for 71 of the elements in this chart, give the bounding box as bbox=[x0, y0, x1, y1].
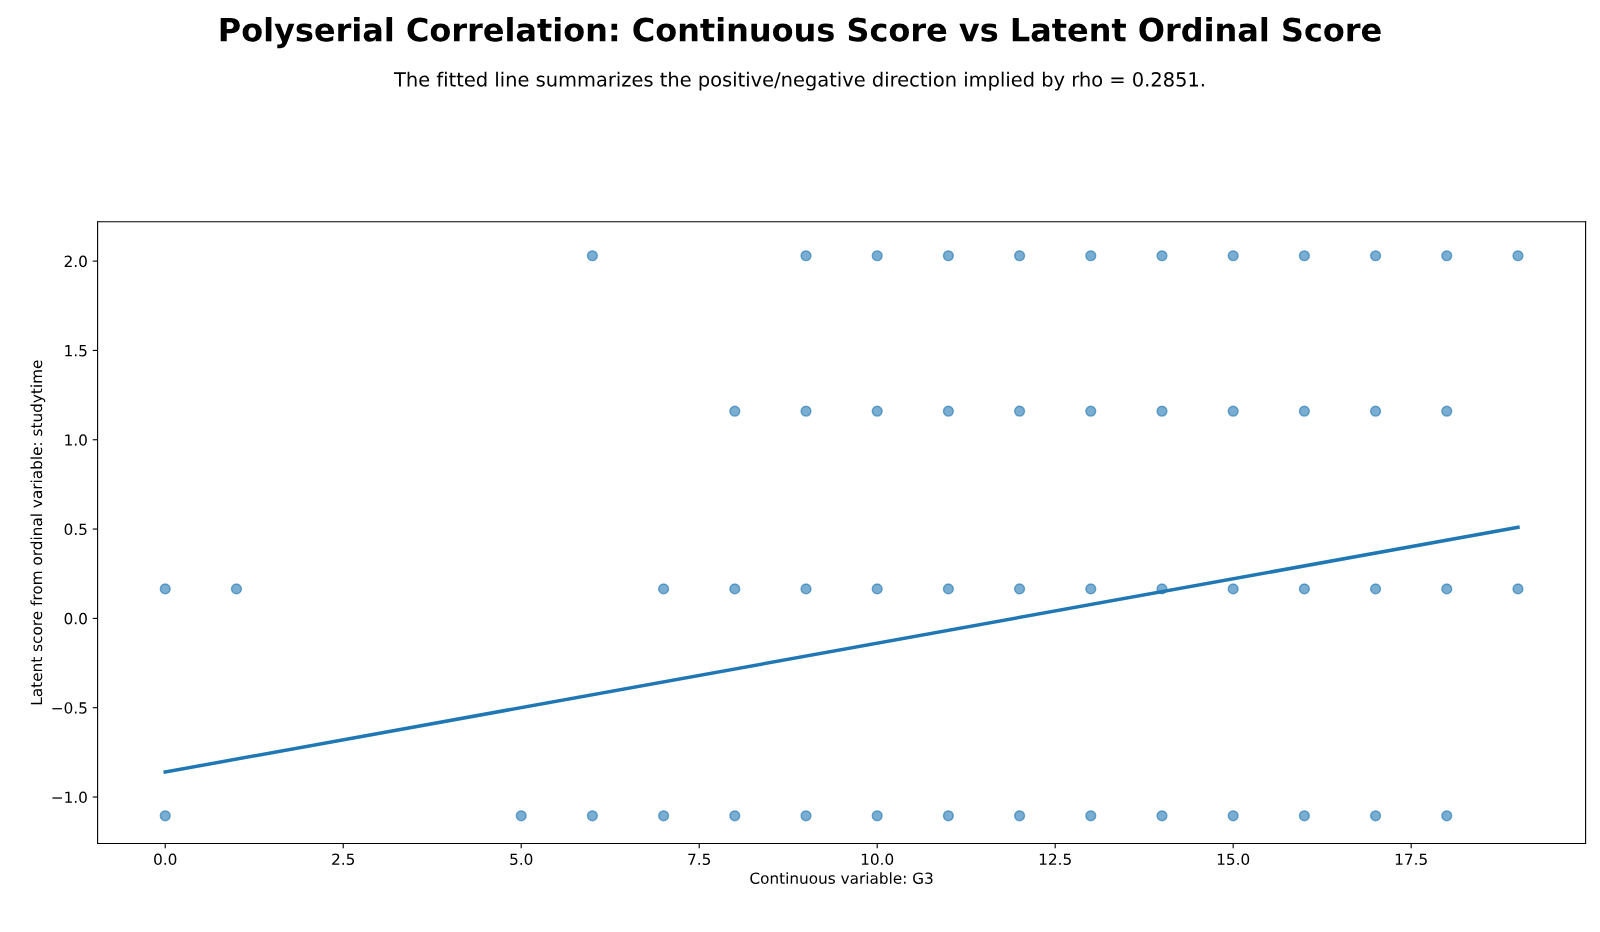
point bbox=[871, 405, 883, 417]
x-axis-title: Continuous variable: G3 bbox=[750, 872, 933, 884]
point bbox=[658, 583, 670, 595]
point bbox=[1441, 810, 1453, 822]
point bbox=[1227, 583, 1239, 595]
point bbox=[942, 810, 954, 822]
x-tick-label: 15.0 bbox=[1217, 853, 1250, 866]
point bbox=[1298, 583, 1310, 595]
point bbox=[586, 810, 599, 822]
point bbox=[1013, 583, 1026, 595]
y-tick-label: −1.0 bbox=[52, 791, 87, 804]
point bbox=[1369, 405, 1382, 417]
point bbox=[1085, 405, 1097, 417]
y-axis-title: Latent score from ordinal variable: studytime bbox=[30, 360, 46, 705]
point bbox=[800, 810, 812, 822]
point bbox=[800, 250, 812, 262]
point bbox=[1369, 583, 1382, 595]
point bbox=[942, 583, 954, 595]
point bbox=[1013, 405, 1026, 417]
point bbox=[1298, 810, 1310, 822]
point bbox=[729, 583, 741, 595]
point bbox=[1441, 250, 1453, 262]
point bbox=[1085, 250, 1097, 262]
point bbox=[1298, 405, 1310, 417]
point bbox=[871, 583, 883, 595]
y-tick-label: 1.0 bbox=[65, 434, 87, 446]
chart-subtitle: The fitted line summarizes the positive/negative direction implied by rho = 0.2851. bbox=[393, 71, 1204, 91]
point bbox=[1013, 810, 1026, 822]
chart-title: Polyserial Correlation: Continuous Score vs Latent Ordinal Score bbox=[220, 17, 1381, 49]
point bbox=[159, 810, 171, 822]
point bbox=[1156, 405, 1168, 417]
x-tick-label: 12.5 bbox=[1039, 853, 1071, 866]
point bbox=[1013, 250, 1026, 262]
x-tick-label: 5.0 bbox=[510, 853, 533, 866]
point bbox=[1085, 583, 1097, 595]
point bbox=[1369, 810, 1382, 822]
x-tick-label: 0.0 bbox=[154, 853, 177, 866]
y-tick-label: 0.5 bbox=[64, 523, 87, 536]
y-tick-label: 2.0 bbox=[64, 255, 87, 268]
point bbox=[1227, 810, 1239, 822]
y-tick-label: 1.5 bbox=[65, 345, 87, 357]
point bbox=[1512, 583, 1524, 595]
point bbox=[942, 405, 954, 417]
point bbox=[942, 250, 954, 262]
point bbox=[658, 810, 670, 822]
point bbox=[1156, 250, 1168, 262]
point bbox=[1441, 583, 1453, 595]
point bbox=[729, 810, 741, 822]
point bbox=[729, 405, 741, 417]
point bbox=[1298, 250, 1310, 262]
point bbox=[1156, 810, 1168, 822]
x-tick-label: 7.5 bbox=[688, 853, 711, 866]
point bbox=[871, 810, 883, 822]
x-tick-label: 2.5 bbox=[332, 853, 355, 866]
point bbox=[871, 250, 883, 262]
point bbox=[1512, 250, 1524, 262]
point bbox=[800, 583, 812, 595]
point bbox=[230, 583, 243, 595]
point bbox=[1227, 405, 1239, 417]
point bbox=[586, 250, 599, 262]
x-tick-label: 10.0 bbox=[861, 853, 894, 866]
point bbox=[515, 810, 527, 822]
point bbox=[1227, 250, 1239, 262]
y-tick-label: −0.5 bbox=[52, 702, 87, 714]
y-tick-label: 0.0 bbox=[64, 612, 87, 625]
point bbox=[1085, 810, 1097, 822]
x-tick-label: 17.5 bbox=[1395, 853, 1427, 866]
point bbox=[159, 583, 171, 595]
point bbox=[800, 405, 812, 417]
point bbox=[1441, 405, 1453, 417]
point bbox=[1369, 250, 1382, 262]
